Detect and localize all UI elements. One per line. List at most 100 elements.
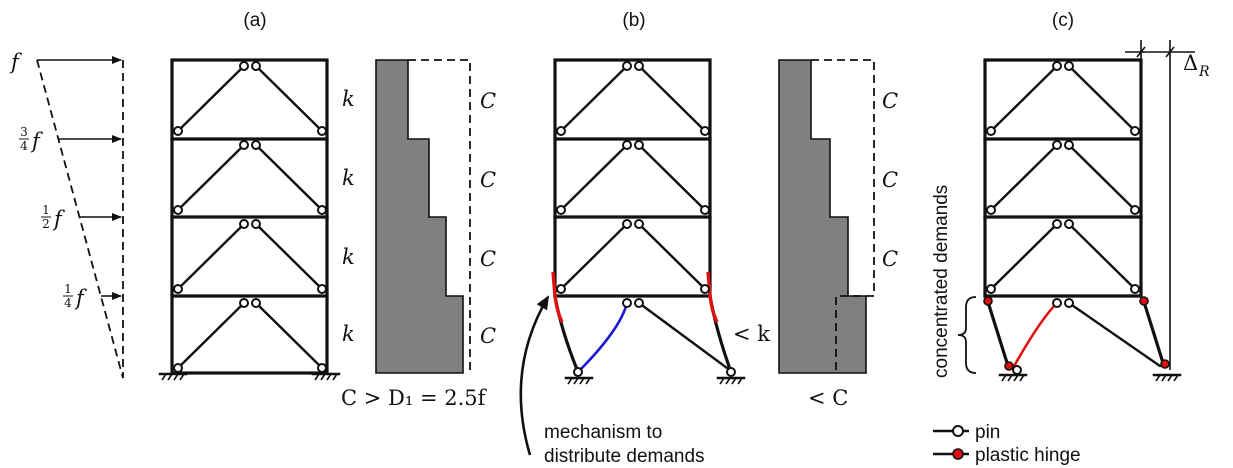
frame-b: < k mechanism to distribute demands [519, 58, 770, 467]
brace [637, 301, 729, 370]
pin-icon [239, 298, 249, 308]
pin-icon [317, 284, 327, 294]
pin-icon [622, 298, 632, 308]
pin-icon [634, 61, 644, 71]
legend-item-pin: pin [933, 422, 1000, 443]
mechanism-column-left [985, 299, 1011, 369]
demand-profile-a [375, 59, 464, 374]
demand-profile-b [778, 59, 867, 374]
pin-icon [622, 61, 632, 71]
demand-diagram-b: C C C < C [778, 59, 898, 410]
plastic-hinge-icon [1160, 359, 1170, 369]
pin-icon [1052, 298, 1062, 308]
pin-icon [251, 140, 261, 150]
force-half-denominator: 2 [42, 217, 50, 231]
pins [556, 61, 736, 377]
drift-subscript: R [1198, 64, 1210, 80]
curly-brace [957, 296, 977, 374]
pin-icon [1064, 219, 1074, 229]
plastic-hinge-icon [983, 296, 993, 306]
panel-label-c: (c) [1052, 10, 1074, 31]
pin-icon [634, 219, 644, 229]
pin-icon [173, 126, 183, 136]
force-half-symbol: f [52, 207, 65, 231]
pin-icon [317, 363, 327, 373]
brace [989, 143, 1137, 212]
pin-icon [317, 126, 327, 136]
brace [176, 301, 324, 370]
frame-b-upper [553, 58, 712, 298]
mechanism-arrow [519, 295, 550, 456]
legend-pin-label: pin [975, 422, 1000, 443]
capacity-label: C [882, 247, 898, 271]
ground-support-icon [564, 376, 594, 385]
panel-label-a: (a) [243, 10, 266, 31]
pin-icon [556, 126, 566, 136]
stiffness-label: k [342, 245, 355, 269]
pin-icon [622, 219, 632, 229]
force-3q-symbol: f [30, 129, 43, 153]
ground-support-icon [716, 376, 746, 385]
mechanism-note-line1: mechanism to [544, 422, 662, 443]
brace [176, 64, 324, 133]
brace [559, 222, 707, 291]
pin-icon [173, 284, 183, 294]
pin-icon [1130, 205, 1140, 215]
reduced-capacity-label: < C [808, 386, 848, 410]
force-label-quarter: 1 4 f [63, 282, 87, 310]
mechanism-note-line2: distribute demands [544, 446, 705, 467]
pin-icon [317, 205, 327, 215]
pin-icon [239, 219, 249, 229]
legend-hinge-label: plastic hinge [975, 445, 1081, 466]
demand-equation: C > D₁ = 2.5f [341, 386, 488, 410]
pin-icon [251, 61, 261, 71]
pins [986, 61, 1140, 375]
ground-support-icon [311, 372, 341, 381]
pin-icon [1052, 140, 1062, 150]
pin-icon [1052, 61, 1062, 71]
pin-icon [1130, 284, 1140, 294]
force-quarter-symbol: f [74, 286, 87, 310]
capacity-label: C [882, 89, 898, 113]
brace [176, 222, 324, 291]
pin-icon [251, 219, 261, 229]
capacity-label: C [480, 247, 496, 271]
frame-c: Δ R [931, 40, 1210, 382]
pin-icon [239, 61, 249, 71]
pin-icon [173, 363, 183, 373]
brace [559, 64, 707, 133]
brace [989, 222, 1137, 291]
capacity-label: C [480, 168, 496, 192]
hinge-zone-right [706, 271, 719, 323]
load-profile: f 3 4 f 1 2 f 1 4 f [9, 50, 124, 379]
buckled-brace [577, 302, 629, 373]
drift-label: Δ R [1183, 51, 1210, 80]
drift-symbol: Δ [1183, 51, 1198, 75]
pin-icon [622, 140, 632, 150]
pin-icon [1052, 219, 1062, 229]
pins [173, 61, 327, 373]
pin-icon [239, 140, 249, 150]
force-half-numerator: 1 [42, 203, 50, 217]
pin-icon [634, 298, 644, 308]
force-quarter-numerator: 1 [64, 282, 72, 296]
ground-support-icon [1152, 373, 1182, 382]
brace [1067, 301, 1162, 368]
pin-icon [1064, 298, 1074, 308]
pin-icon [1064, 140, 1074, 150]
ground-support-icon [998, 373, 1028, 382]
force-label-top: f [9, 50, 22, 74]
legend: pin plastic hinge [933, 422, 1081, 466]
pin-icon [1064, 61, 1074, 71]
ground-support-icon [158, 372, 188, 381]
concentrated-demands-label: concentrated demands [931, 185, 952, 378]
mechanism-column-right [1141, 299, 1167, 369]
drift-tick [1165, 46, 1175, 58]
frame-a: k k k k [158, 58, 355, 381]
pin-icon [556, 284, 566, 294]
capacity-envelope-b [811, 59, 875, 373]
brace [176, 143, 324, 212]
force-3q-denominator: 4 [20, 139, 28, 153]
pin-icon [986, 284, 996, 294]
pin-icon [556, 205, 566, 215]
